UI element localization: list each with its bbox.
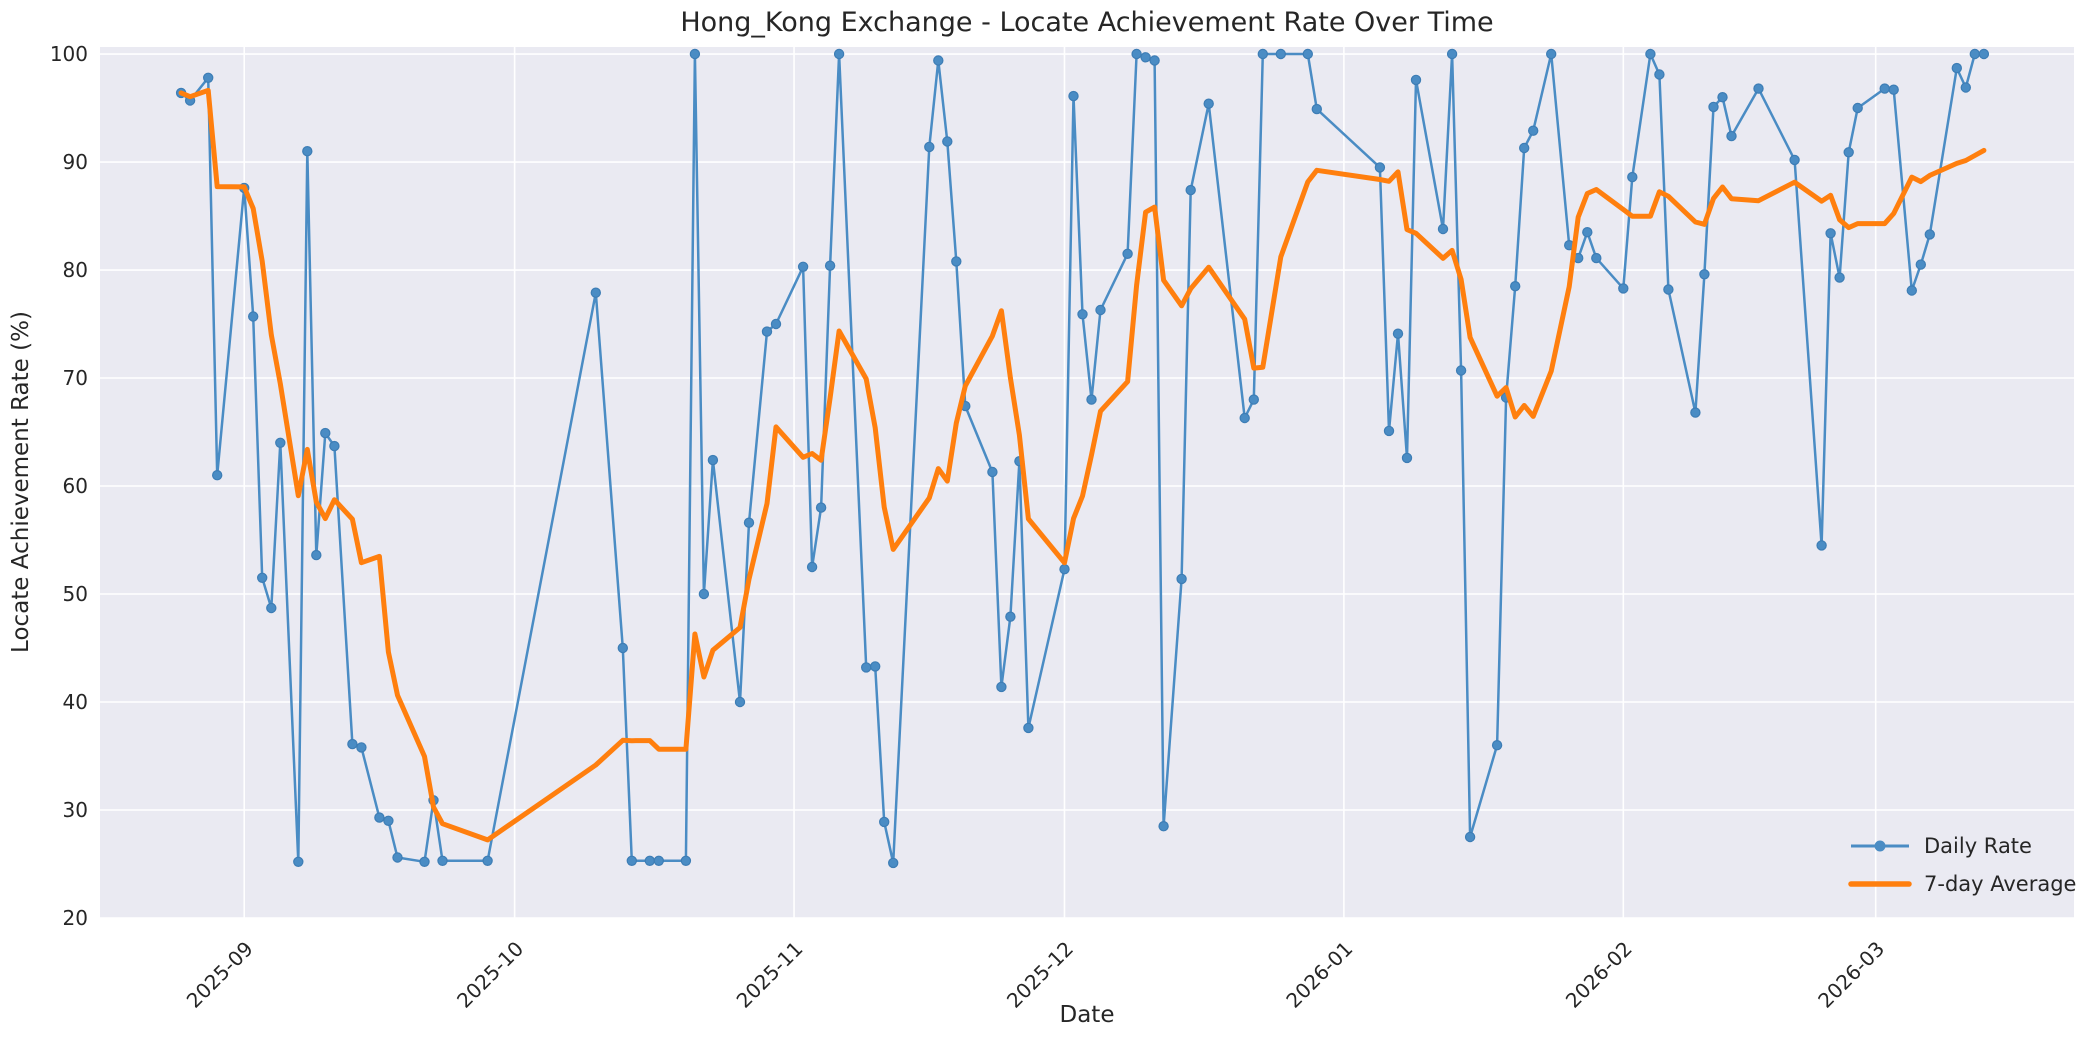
svg-text:2025-10: 2025-10 [452,937,528,1013]
legend-label-avg: 7-day Average [1924,872,2076,896]
svg-text:100: 100 [50,42,88,66]
legend-item-daily: Daily Rate [1851,834,2032,858]
svg-text:20: 20 [63,906,88,930]
svg-text:2025-09: 2025-09 [182,937,258,1013]
svg-text:60: 60 [63,474,88,498]
svg-text:90: 90 [63,150,88,174]
daily-rate-marker-swatch [1874,840,1886,852]
svg-text:70: 70 [63,366,88,390]
svg-text:2026-01: 2026-01 [1281,937,1357,1013]
svg-text:2025-11: 2025-11 [732,937,808,1013]
x-axis-tick-labels: 2025-09 2025-10 2025-11 2025-12 2026-01 2026-… [182,937,1890,1013]
y-axis-tick-labels: 20 30 40 50 60 70 80 90 100 [50,42,88,930]
grid-lines [100,47,2074,919]
svg-text:40: 40 [63,690,88,714]
data-series [175,48,1990,869]
chart-title: Hong_Kong Exchange - Locate Achievement … [680,7,1493,38]
y-axis-label: Locate Achievement Rate (%) [8,311,34,653]
legend-item-avg: 7-day Average [1848,872,2076,896]
svg-text:2026-03: 2026-03 [1813,937,1889,1013]
svg-text:30: 30 [63,798,88,822]
legend-label-daily: Daily Rate [1924,834,2032,858]
x-axis-label: Date [1060,1002,1115,1028]
svg-text:2026-02: 2026-02 [1561,937,1637,1013]
svg-text:80: 80 [63,258,88,282]
legend: Daily Rate 7-day Average [1848,834,2076,896]
svg-text:50: 50 [63,582,88,606]
